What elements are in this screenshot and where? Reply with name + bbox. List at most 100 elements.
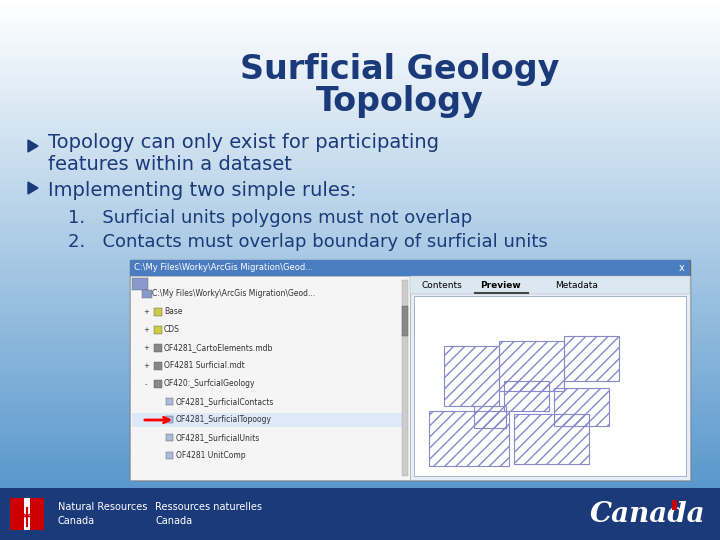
Bar	[0, 511, 720, 513]
Bar	[0, 362, 720, 363]
Bar	[0, 306, 720, 308]
Bar	[0, 509, 720, 511]
Bar	[0, 196, 720, 198]
Bar	[0, 486, 720, 488]
Bar	[0, 204, 720, 205]
Text: 2.   Contacts must overlap boundary of surficial units: 2. Contacts must overlap boundary of sur…	[68, 233, 548, 251]
FancyBboxPatch shape	[166, 434, 173, 441]
Bar	[0, 412, 720, 414]
Bar	[0, 193, 720, 194]
Bar	[0, 533, 720, 535]
Bar	[0, 27, 720, 29]
Bar	[0, 452, 720, 454]
Bar	[0, 81, 720, 83]
Text: Implementing two simple rules:: Implementing two simple rules:	[48, 180, 356, 199]
Text: 1.   Surficial units polygons must not overlap: 1. Surficial units polygons must not ove…	[68, 209, 472, 227]
Bar	[0, 42, 720, 43]
Bar	[0, 227, 720, 228]
Bar	[0, 151, 720, 153]
Bar	[0, 297, 720, 299]
Bar	[0, 135, 720, 137]
Bar	[0, 356, 720, 358]
Bar	[0, 299, 720, 301]
Bar	[0, 398, 720, 400]
Bar	[0, 497, 720, 498]
Bar	[0, 93, 720, 96]
Bar	[0, 160, 720, 162]
Bar	[0, 144, 720, 146]
Bar	[0, 225, 720, 227]
Bar	[0, 54, 720, 56]
Bar	[0, 403, 720, 405]
Bar	[0, 185, 720, 187]
Bar	[0, 220, 720, 221]
Text: OF4281_CartoElements.mdb: OF4281_CartoElements.mdb	[164, 343, 274, 353]
Bar	[0, 274, 720, 275]
Bar	[0, 340, 720, 342]
Bar	[0, 346, 720, 347]
Bar	[0, 29, 720, 31]
Bar	[0, 518, 720, 520]
Bar	[0, 272, 720, 274]
Text: OF4281 Surficial.mdt: OF4281 Surficial.mdt	[164, 361, 245, 370]
Bar	[0, 113, 720, 115]
FancyBboxPatch shape	[130, 260, 690, 480]
Bar	[0, 124, 720, 126]
Bar	[0, 265, 720, 266]
Bar	[0, 70, 720, 72]
Bar	[0, 218, 720, 220]
Bar	[0, 312, 720, 313]
Bar	[0, 231, 720, 232]
Bar	[0, 63, 720, 65]
Bar	[0, 128, 720, 130]
Bar	[0, 123, 720, 124]
Bar	[0, 508, 720, 509]
Bar	[0, 92, 720, 93]
Bar	[0, 137, 720, 139]
Bar	[0, 146, 720, 147]
Bar	[0, 32, 720, 34]
Bar	[0, 290, 720, 292]
Bar	[0, 223, 720, 225]
Bar	[0, 238, 720, 239]
Bar	[0, 147, 720, 150]
Bar	[0, 187, 720, 189]
Text: Contents: Contents	[422, 280, 463, 289]
Bar	[0, 216, 720, 218]
Bar	[0, 461, 720, 463]
Text: Topology: Topology	[316, 85, 484, 118]
Bar	[0, 347, 720, 349]
Bar	[0, 374, 720, 376]
Bar	[0, 252, 720, 254]
Bar	[0, 421, 720, 423]
Bar	[0, 504, 720, 506]
Text: +: +	[143, 327, 149, 333]
Bar	[0, 490, 720, 491]
Bar	[0, 104, 720, 106]
Bar	[0, 304, 720, 306]
Bar	[0, 189, 720, 191]
FancyBboxPatch shape	[10, 498, 24, 530]
FancyBboxPatch shape	[0, 488, 720, 540]
Bar	[0, 328, 720, 329]
FancyBboxPatch shape	[166, 398, 173, 405]
Bar	[0, 390, 720, 393]
Text: C:\My Files\Worky\ArcGis Migration\Geod...: C:\My Files\Worky\ArcGis Migration\Geod.…	[134, 264, 313, 273]
Bar	[0, 239, 720, 241]
Bar	[0, 520, 720, 522]
Bar	[0, 171, 720, 173]
Bar	[0, 266, 720, 268]
Bar	[0, 353, 720, 355]
Bar	[0, 477, 720, 479]
Bar	[0, 410, 720, 412]
Bar	[0, 232, 720, 234]
Bar	[0, 351, 720, 353]
Bar	[0, 313, 720, 315]
Bar	[0, 194, 720, 196]
Bar	[0, 191, 720, 193]
Bar	[0, 443, 720, 444]
Bar	[0, 49, 720, 50]
Bar	[0, 162, 720, 164]
Bar	[0, 275, 720, 277]
Bar	[0, 326, 720, 328]
